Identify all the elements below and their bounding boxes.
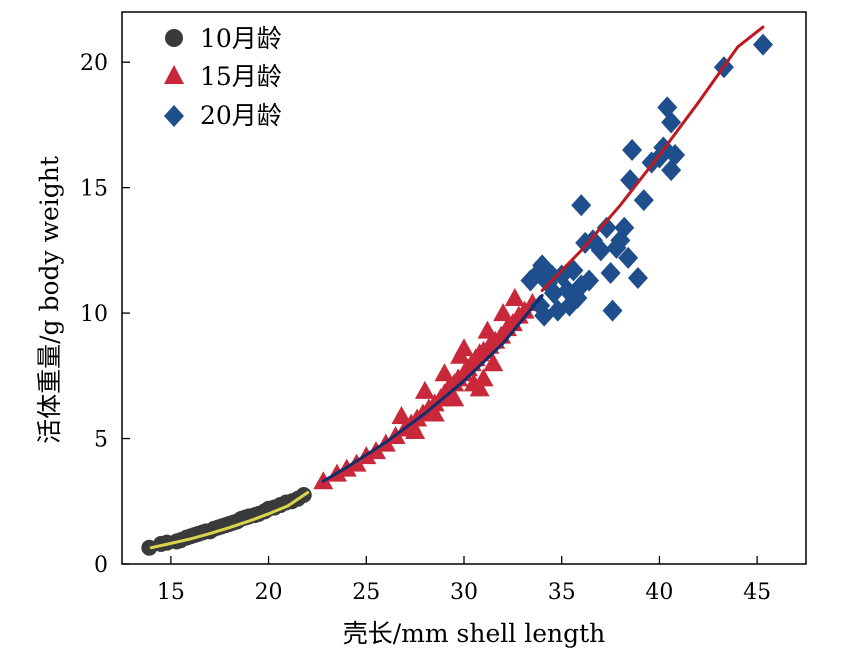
x-tick-label: 40: [645, 580, 673, 605]
y-axis-title: 活体重量/g body weight: [35, 156, 64, 444]
data-point-diamond: [543, 282, 564, 305]
legend-item-15: 15月龄: [164, 62, 282, 91]
data-point-diamond: [661, 159, 682, 182]
y-tick-label: 10: [80, 302, 108, 327]
legend-item-20: 20月龄: [164, 101, 282, 130]
data-point-triangle: [414, 380, 435, 399]
data-point-triangle: [504, 288, 525, 307]
data-point-diamond: [590, 239, 611, 262]
data-point-diamond: [600, 261, 621, 284]
fit-curves: [149, 25, 765, 550]
data-point-triangle: [405, 421, 426, 440]
data-point-diamond: [602, 299, 623, 322]
y-tick-label: 20: [80, 51, 108, 76]
x-tick-label: 25: [352, 580, 380, 605]
y-axis-ticks: 0 5 10 15 20: [80, 51, 130, 578]
data-point-diamond: [596, 216, 617, 239]
x-axis-ticks: 15 20 25 30 35 40 45: [157, 556, 771, 605]
data-point-diamond: [579, 269, 600, 292]
data-point-diamond: [530, 294, 551, 317]
legend-label-10: 10月龄: [200, 24, 282, 53]
y-tick-label: 5: [94, 428, 108, 453]
data-point-triangle: [477, 320, 498, 339]
y-tick-label: 0: [94, 553, 108, 578]
legend-marker-diamond: [164, 105, 184, 127]
data-point-diamond: [541, 264, 562, 287]
data-point-diamond: [559, 294, 580, 317]
data-point-triangle: [469, 378, 490, 397]
fit-curve: [540, 25, 765, 292]
legend-label-20: 20月龄: [200, 101, 282, 130]
data-point-diamond: [633, 189, 654, 212]
legend: 10月龄 15月龄 20月龄: [164, 24, 282, 130]
data-point-triangle: [483, 353, 504, 372]
data-point-diamond: [620, 169, 641, 192]
data-point-diamond: [618, 246, 639, 269]
y-tick-label: 15: [80, 177, 108, 202]
data-point-diamond: [753, 33, 774, 56]
fit-curve: [321, 294, 544, 483]
data-point-diamond: [622, 139, 643, 161]
data-point-triangle: [424, 403, 445, 422]
data-point-triangle: [391, 405, 412, 424]
legend-marker-circle: [165, 29, 183, 47]
legend-item-10: 10月龄: [165, 24, 282, 53]
fit-curve: [149, 491, 310, 550]
data-point-triangle: [444, 388, 465, 407]
data-point-triangle: [493, 303, 514, 322]
data-point-triangle: [454, 338, 474, 357]
data-point-diamond: [571, 194, 592, 217]
data-point-diamond: [614, 216, 635, 239]
x-tick-label: 30: [450, 580, 478, 605]
legend-marker-triangle: [164, 65, 184, 84]
x-tick-label: 15: [157, 580, 185, 605]
x-axis-title: 壳长/mm shell length: [343, 619, 606, 648]
legend-label-15: 15月龄: [200, 62, 282, 91]
x-tick-label: 45: [743, 580, 771, 605]
data-point-diamond: [661, 111, 682, 134]
data-point-triangle: [434, 363, 455, 382]
x-tick-label: 20: [255, 580, 283, 605]
data-point-diamond: [627, 266, 648, 289]
x-tick-label: 35: [548, 580, 576, 605]
